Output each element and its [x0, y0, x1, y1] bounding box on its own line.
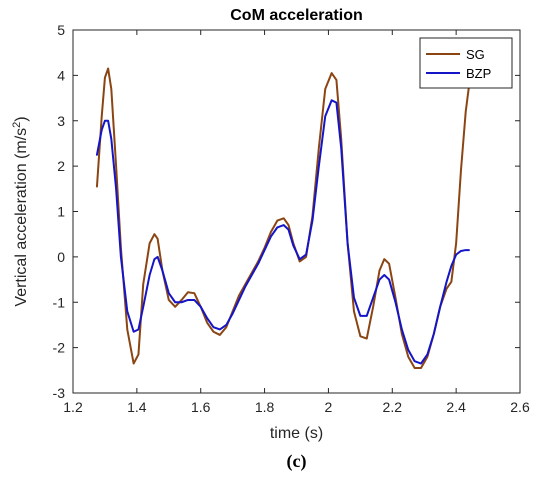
y-axis-ticks: -3 -2 -1 0 1 2 3 4 5	[53, 22, 520, 401]
plot-background	[73, 30, 520, 393]
series-line-sg	[95, 67, 470, 370]
x-tick-label: 1.4	[127, 399, 147, 415]
y-tick-label: 2	[57, 158, 65, 174]
x-tick-label: 1.8	[255, 399, 275, 415]
y-tick-label: 1	[57, 204, 65, 220]
x-tick-label: 2	[325, 399, 333, 415]
y-tick-label: 5	[57, 22, 65, 38]
y-axis-label-end: )	[13, 116, 30, 121]
x-tick-label: 1.6	[191, 399, 211, 415]
x-axis-label: time (s)	[270, 425, 323, 442]
y-tick-label: 0	[57, 249, 65, 265]
panel-label: (c)	[287, 451, 307, 472]
x-tick-label: 1.2	[63, 399, 83, 415]
chart-title: CoM acceleration	[230, 7, 362, 24]
y-tick-label: -3	[53, 385, 66, 401]
legend-box	[419, 37, 513, 89]
y-tick-label: 4	[57, 67, 65, 83]
x-tick-label: 2.2	[383, 399, 403, 415]
legend-label-bzp: BZP	[466, 66, 491, 81]
x-tick-label: 2.4	[446, 399, 466, 415]
y-axis-label-main: Vertical acceleration (m/s	[13, 128, 30, 307]
y-tick-label: -2	[53, 340, 66, 356]
y-tick-label: -1	[53, 294, 66, 310]
x-tick-label: 2.6	[510, 399, 530, 415]
series-line-bzp	[95, 99, 470, 365]
y-axis-label: Vertical acceleration (m/s2)	[11, 116, 30, 306]
y-axis-label-superscript: 2	[11, 122, 23, 128]
legend: SG BZP	[419, 37, 513, 89]
y-tick-label: 3	[57, 113, 65, 129]
legend-label-sg: SG	[466, 47, 485, 62]
x-axis-ticks: 1.2 1.4 1.6 1.8 2 2.2 2.4 2.6	[63, 30, 530, 415]
